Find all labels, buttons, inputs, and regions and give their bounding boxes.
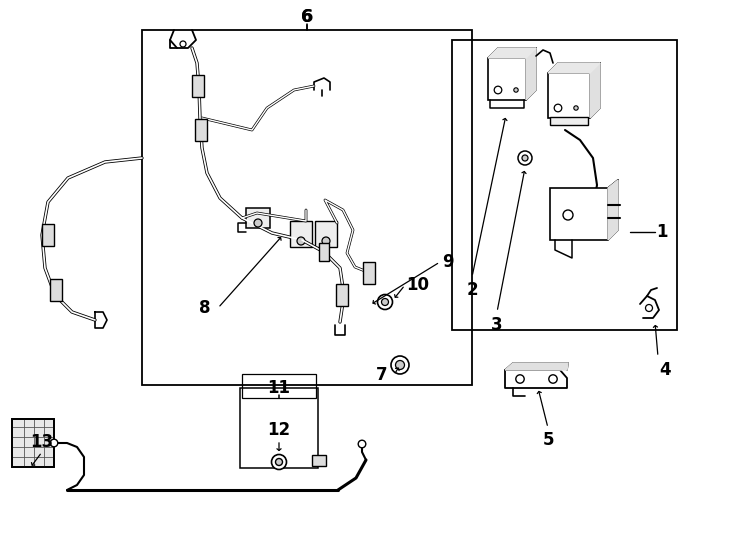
Text: 8: 8 — [199, 299, 211, 317]
Polygon shape — [488, 48, 536, 58]
Text: 12: 12 — [267, 421, 291, 439]
Polygon shape — [608, 180, 618, 240]
Polygon shape — [548, 63, 600, 73]
Text: 2: 2 — [466, 281, 478, 299]
Text: 1: 1 — [656, 223, 668, 241]
Circle shape — [358, 440, 366, 448]
Circle shape — [563, 210, 573, 220]
Circle shape — [549, 375, 557, 383]
Text: 11: 11 — [267, 379, 291, 397]
Bar — [319, 243, 329, 261]
Circle shape — [272, 455, 286, 469]
Text: 6: 6 — [301, 8, 313, 26]
Bar — [12, 419, 54, 467]
Bar — [548, 73, 590, 118]
Circle shape — [522, 155, 528, 161]
Polygon shape — [526, 48, 536, 100]
Circle shape — [494, 86, 502, 94]
Bar — [50, 279, 62, 301]
Text: 7: 7 — [377, 366, 388, 384]
Polygon shape — [505, 363, 568, 370]
Bar — [488, 58, 526, 100]
Text: 10: 10 — [407, 276, 429, 294]
Circle shape — [645, 305, 653, 312]
Circle shape — [514, 88, 518, 92]
Bar — [42, 224, 54, 246]
Bar — [192, 75, 204, 97]
Circle shape — [574, 106, 578, 110]
Text: 9: 9 — [442, 253, 454, 271]
Circle shape — [254, 219, 262, 227]
Circle shape — [322, 237, 330, 245]
Bar — [550, 117, 588, 125]
Circle shape — [396, 361, 404, 369]
Bar — [312, 455, 326, 466]
Circle shape — [377, 294, 393, 309]
Circle shape — [391, 356, 409, 374]
Text: 13: 13 — [30, 433, 54, 451]
Bar — [315, 221, 337, 247]
Circle shape — [275, 458, 283, 465]
Bar — [242, 374, 316, 398]
Text: 4: 4 — [659, 361, 671, 379]
Bar — [452, 40, 677, 330]
Text: 3: 3 — [491, 316, 503, 334]
Circle shape — [516, 375, 524, 383]
Bar — [240, 388, 318, 468]
Bar — [142, 30, 472, 385]
Bar — [195, 119, 207, 141]
Text: 6: 6 — [301, 8, 313, 26]
Bar — [290, 221, 312, 247]
Bar — [246, 208, 270, 228]
Circle shape — [518, 151, 532, 165]
Circle shape — [180, 41, 186, 47]
Text: 5: 5 — [542, 431, 553, 449]
Circle shape — [50, 439, 58, 447]
Bar — [550, 188, 608, 240]
Bar — [363, 262, 375, 284]
Polygon shape — [590, 63, 600, 118]
Bar — [12, 419, 54, 467]
Circle shape — [382, 299, 388, 306]
Circle shape — [297, 237, 305, 245]
Bar — [336, 284, 348, 306]
Circle shape — [554, 104, 562, 112]
